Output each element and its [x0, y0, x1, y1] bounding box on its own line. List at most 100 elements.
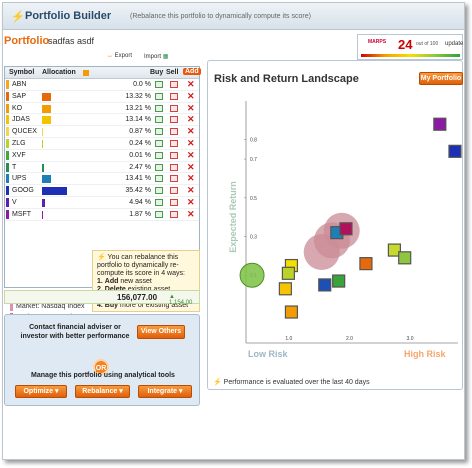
allocation-percent: 35.42 %: [125, 187, 151, 195]
asset-symbol: ZLG: [12, 139, 26, 147]
table-row[interactable]: ZLG 0.24 % ✕: [5, 138, 199, 150]
delete-icon[interactable]: ✕: [187, 196, 195, 207]
rebalance-label: Rebalance: [82, 388, 118, 395]
table-row[interactable]: JDAS 13.14 % ✕: [5, 114, 199, 127]
buy-icon[interactable]: [155, 116, 163, 124]
asset-marker[interactable]: [332, 274, 346, 288]
asset-marker[interactable]: [433, 117, 447, 131]
buy-icon[interactable]: [155, 198, 163, 206]
optimize-dropdown[interactable]: Optimize ▾: [15, 385, 67, 398]
table-row[interactable]: ABN 0.0 % ✕: [5, 79, 199, 91]
delete-icon[interactable]: ✕: [187, 114, 195, 125]
allocation-percent: 13.21 %: [125, 104, 151, 112]
delete-icon[interactable]: ✕: [187, 173, 195, 184]
allocation-bar: [42, 198, 46, 207]
delete-icon[interactable]: ✕: [187, 149, 195, 160]
delete-icon[interactable]: ✕: [187, 185, 195, 196]
delete-icon[interactable]: ✕: [187, 90, 195, 101]
buy-icon[interactable]: [155, 163, 163, 171]
import-link[interactable]: Import ▦: [144, 53, 168, 60]
delete-icon[interactable]: ✕: [187, 137, 195, 148]
buy-icon[interactable]: [155, 139, 163, 147]
my-portfolio-button[interactable]: My Portfolio: [419, 72, 463, 85]
table-row[interactable]: GOOG 35.42 % ✕: [5, 185, 199, 197]
delete-icon[interactable]: ✕: [187, 102, 195, 113]
buy-icon[interactable]: [155, 128, 163, 136]
sell-icon[interactable]: [170, 198, 178, 206]
rebalance-dropdown[interactable]: Rebalance ▾: [75, 385, 130, 398]
delete-icon[interactable]: ✕: [187, 161, 195, 172]
add-asset-button[interactable]: Add: [183, 68, 201, 75]
asset-marker[interactable]: [339, 222, 353, 236]
asset-marker[interactable]: [398, 251, 412, 265]
allocation-sort-icon[interactable]: [83, 70, 89, 76]
asset-marker[interactable]: [448, 144, 462, 158]
allocation-percent: 1.87 %: [129, 210, 151, 218]
sell-icon[interactable]: [170, 92, 178, 100]
sell-icon[interactable]: [170, 187, 178, 195]
asset-marker[interactable]: [278, 282, 292, 296]
tip-item: 4. Buy more of existing asset: [97, 302, 195, 310]
allocation-header[interactable]: Allocation: [42, 69, 76, 76]
tip-item-action: Add: [104, 278, 119, 285]
buy-icon[interactable]: [155, 81, 163, 88]
asset-symbol: UPS: [12, 175, 27, 183]
buy-icon[interactable]: [155, 151, 163, 159]
asset-marker[interactable]: [281, 266, 296, 280]
chevron-down-icon: ▾: [179, 388, 183, 395]
x-tick-label: 1.0: [285, 336, 292, 342]
table-row[interactable]: QUCEX 0.87 % ✕: [5, 126, 199, 138]
export-icon: ↔: [107, 53, 113, 59]
table-row[interactable]: V 4.94 % ✕: [5, 197, 199, 209]
sell-header: Sell: [166, 69, 179, 76]
sell-icon[interactable]: [170, 175, 178, 183]
allocation-percent: 0.87 %: [129, 128, 151, 136]
table-row[interactable]: MSFT 1.87 % ✕: [5, 209, 199, 221]
delete-icon[interactable]: ✕: [187, 126, 195, 137]
export-link[interactable]: ↔ Export: [107, 53, 132, 59]
sell-icon[interactable]: [170, 116, 178, 124]
sell-icon[interactable]: [170, 104, 178, 112]
buy-icon[interactable]: [155, 187, 163, 195]
view-others-button[interactable]: View Others: [137, 325, 185, 339]
asset-marker[interactable]: [359, 257, 373, 271]
table-row[interactable]: T 2.47 % ✕: [5, 162, 199, 174]
buy-icon[interactable]: [155, 104, 163, 112]
tip-item-text: new asset: [120, 278, 152, 285]
buy-icon[interactable]: [155, 175, 163, 183]
allocation-bar: [42, 116, 52, 125]
table-row[interactable]: UPS 13.41 % ✕: [5, 173, 199, 186]
market-bubble[interactable]: [239, 262, 265, 288]
delete-icon[interactable]: ✕: [187, 208, 195, 219]
table-row[interactable]: XVF 0.01 % ✕: [5, 150, 199, 162]
integrate-dropdown[interactable]: Integrate ▾: [138, 385, 192, 398]
x-tick-label: 2.0: [346, 336, 353, 342]
sell-icon[interactable]: [170, 163, 178, 171]
market-legend-item: Market: Nasdaq Index: [9, 301, 99, 313]
portfolio-name[interactable]: sadfas asdf: [48, 36, 95, 46]
allocation-percent: 0.01 %: [129, 151, 151, 159]
sell-icon[interactable]: [170, 128, 178, 136]
sell-icon[interactable]: [170, 139, 178, 147]
allocation-percent: 13.32 %: [125, 92, 151, 100]
marps-update-link[interactable]: update: [445, 41, 464, 47]
buy-icon[interactable]: [155, 210, 163, 218]
score-meter: [361, 54, 460, 57]
buy-icon[interactable]: [155, 92, 163, 100]
sell-icon[interactable]: [170, 151, 178, 159]
symbol-header[interactable]: Symbol: [9, 69, 35, 76]
asset-marker[interactable]: [318, 278, 332, 292]
delete-icon[interactable]: ✕: [187, 79, 195, 89]
asset-marker[interactable]: [387, 243, 401, 257]
table-row[interactable]: SAP 13.32 % ✕: [5, 91, 199, 103]
sell-icon[interactable]: [170, 210, 178, 218]
asset-symbol: T: [12, 163, 17, 171]
marps-score-box: MARPS 24 out of 100 update: [357, 34, 463, 60]
asset-color-swatch: [6, 91, 9, 101]
tip-item-action: Buy: [104, 302, 119, 309]
performance-note: ⚡ Performance is evaluated over the last…: [207, 378, 463, 390]
sell-icon[interactable]: [170, 81, 178, 88]
asset-marker[interactable]: [284, 305, 299, 319]
table-row[interactable]: KO 13.21 % ✕: [5, 103, 199, 115]
